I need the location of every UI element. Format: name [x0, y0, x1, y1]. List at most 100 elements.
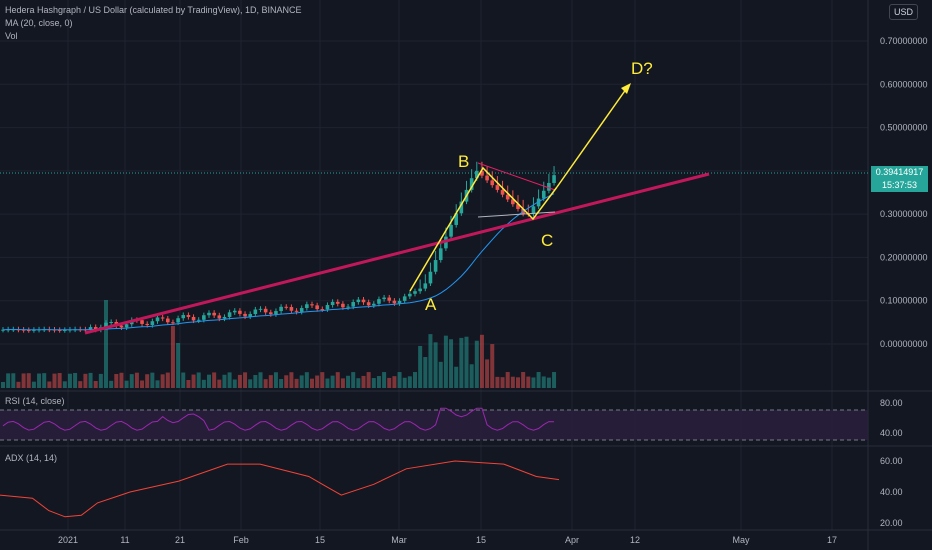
candle-body	[438, 248, 443, 261]
volume-bar	[21, 373, 26, 388]
volume-bar	[438, 361, 443, 388]
candle-body	[449, 224, 453, 237]
candle-body	[490, 180, 495, 186]
volume-bar	[186, 379, 191, 388]
volume-bar	[26, 373, 31, 388]
label-c: C	[541, 231, 553, 250]
rsi-tick-label: 40.00	[880, 428, 903, 438]
volume-bar	[67, 373, 72, 388]
currency-button[interactable]: USD	[888, 4, 918, 20]
candle-body	[469, 178, 474, 190]
candle-body	[263, 308, 268, 313]
candle-body	[330, 301, 335, 306]
vol-legend[interactable]: Vol	[5, 31, 18, 41]
volume-bar	[433, 342, 438, 388]
adx-axis: 60.00 40.00 20.00	[880, 456, 903, 528]
volume-bar	[62, 381, 67, 388]
volume-bar	[397, 372, 402, 388]
volume-bar	[366, 372, 371, 388]
projection-arrow-line[interactable]	[556, 84, 630, 188]
volume-bar	[181, 372, 186, 388]
candle-body	[552, 175, 556, 183]
candle-body	[104, 322, 108, 328]
volume-bar	[521, 372, 526, 388]
volume-bar	[109, 380, 114, 388]
chart-title: Hedera Hashgraph / US Dollar (calculated…	[5, 5, 302, 15]
candle-body	[176, 318, 180, 323]
volume-bar	[170, 326, 175, 388]
candle-body	[305, 304, 309, 309]
candle-body	[372, 303, 376, 306]
volume-bar	[485, 359, 490, 388]
volume-bar	[196, 372, 201, 388]
candle-body	[124, 324, 129, 328]
label-a: A	[425, 295, 437, 314]
candle-body	[475, 170, 479, 179]
abc-pattern-line[interactable]	[409, 166, 558, 292]
adx-title[interactable]: ADX (14, 14)	[5, 453, 58, 463]
price-tick-label: 0.60000000	[880, 79, 928, 89]
volume-bar	[474, 340, 479, 388]
volume-bar	[268, 375, 273, 388]
volume-bar	[88, 372, 93, 388]
volume-bar	[407, 376, 412, 388]
volume-bar	[129, 374, 134, 388]
candle-body	[207, 312, 211, 316]
candle-body	[541, 190, 546, 199]
volume-bar	[376, 376, 381, 388]
candle-body	[397, 300, 402, 304]
volume-bar	[140, 380, 145, 388]
candle-body	[32, 329, 36, 331]
candle-body	[274, 311, 278, 315]
volume-bar	[531, 377, 536, 388]
time-tick-label: Feb	[233, 535, 249, 545]
volume-bar	[371, 378, 376, 388]
rsi-tick-label: 80.00	[880, 398, 903, 408]
ma-legend[interactable]: MA (20, close, 0)	[5, 18, 73, 28]
candle-body	[202, 315, 206, 320]
candle-body	[423, 283, 428, 289]
volume-bar	[207, 374, 211, 388]
candle-body	[341, 303, 345, 308]
candle-body	[418, 288, 422, 292]
candle-body	[325, 305, 330, 310]
time-tick-label: 15	[315, 535, 325, 545]
candle-body	[377, 299, 381, 304]
candle-body	[227, 312, 232, 317]
volume-bar	[304, 372, 309, 388]
candle-body	[547, 182, 551, 191]
volume-bar	[212, 372, 217, 388]
candle-body	[248, 314, 252, 317]
time-tick-label: 11	[120, 535, 129, 545]
rsi-title[interactable]: RSI (14, close)	[5, 396, 65, 406]
candle-body	[258, 308, 263, 310]
volume-bar	[176, 343, 181, 388]
candle-body	[160, 317, 165, 319]
flag-lower-line	[477, 211, 556, 218]
candle-body	[253, 309, 258, 315]
adx-line	[0, 460, 560, 518]
support-trendline[interactable]	[84, 172, 710, 335]
flag-upper-line	[477, 162, 556, 191]
rsi-band	[0, 410, 868, 440]
volume-bar	[155, 380, 160, 388]
volume-bar	[114, 374, 119, 388]
candle-body	[191, 316, 196, 321]
time-tick-label: 21	[175, 535, 185, 545]
candle-body	[361, 299, 366, 303]
volume-bar	[217, 379, 222, 388]
candle-body	[408, 293, 412, 297]
volume-bar	[510, 376, 515, 388]
candle-body	[222, 316, 227, 319]
candle-body	[531, 206, 536, 215]
candle-body	[181, 315, 186, 319]
adx-tick-label: 60.00	[880, 456, 903, 466]
volume-bar	[490, 344, 495, 388]
volume-bar	[505, 372, 510, 388]
volume-bar	[263, 379, 268, 388]
candle-body	[284, 306, 289, 308]
last-price-tag: 0.39414917	[871, 166, 928, 179]
volume-bar	[98, 373, 103, 388]
volume-bar	[500, 377, 505, 388]
